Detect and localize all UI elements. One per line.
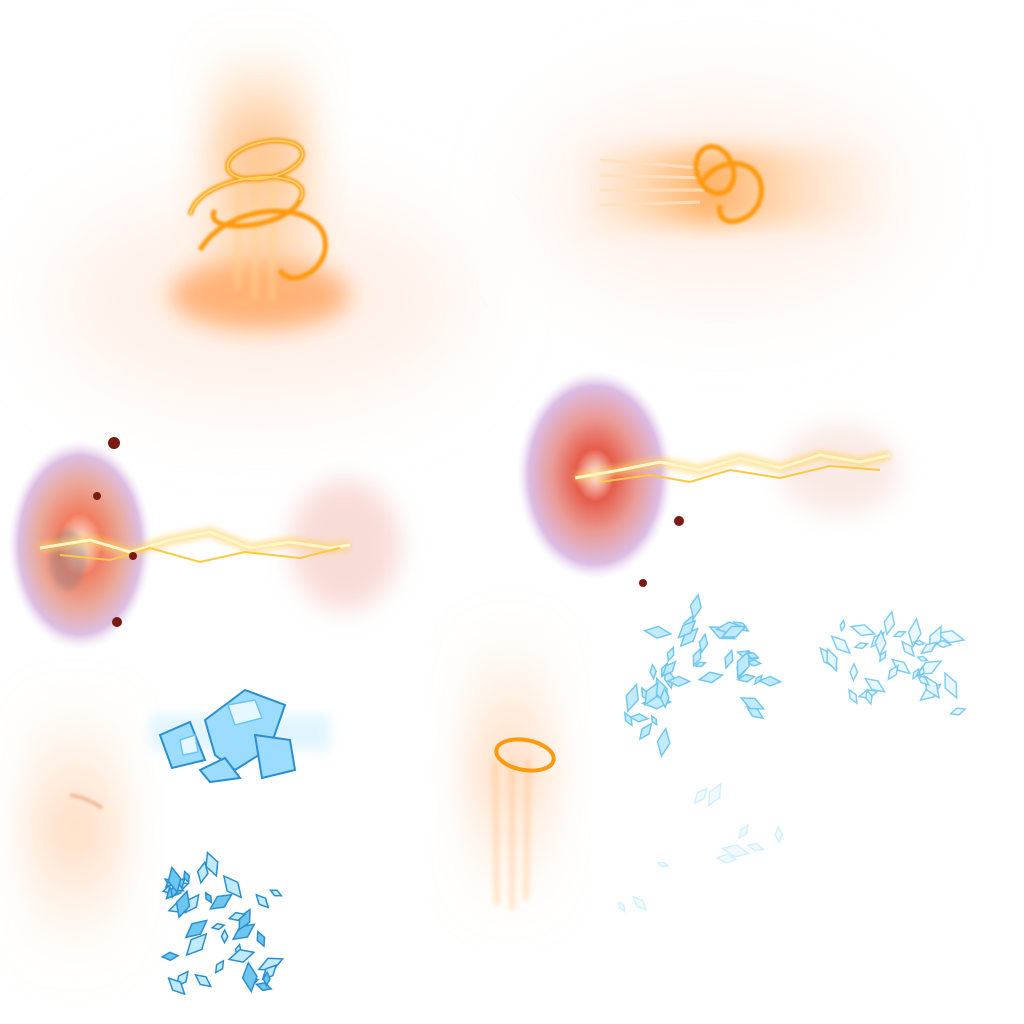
ice-shard-icon xyxy=(736,673,757,683)
ice-shard-icon xyxy=(160,850,285,996)
ice-shard-icon xyxy=(262,970,271,988)
ice-shard-icon xyxy=(638,722,653,741)
fire-dash-icon xyxy=(530,85,910,305)
ice-shard-icon xyxy=(649,662,658,681)
ice-shard-icon xyxy=(624,592,783,758)
ice-shard-icon xyxy=(241,961,258,994)
ice-shard-icon xyxy=(826,647,838,673)
ice-shard-icon xyxy=(757,675,783,687)
ice-shard-icon xyxy=(659,686,670,710)
ice-shard-icon xyxy=(642,625,673,639)
ice-shard-icon xyxy=(196,860,209,885)
ice-shard-icon xyxy=(269,889,283,897)
ice-shard-icon xyxy=(744,652,760,659)
ice-shard-icon xyxy=(944,671,958,700)
ice-shard-icon xyxy=(720,844,751,858)
ice-shard-icon xyxy=(227,911,247,922)
ice-shard-icon xyxy=(915,655,930,662)
ice-shard-icon xyxy=(167,865,182,894)
fire-swirl-icon xyxy=(50,40,470,410)
ice-shard-icon xyxy=(892,630,907,638)
ice-shard-icon xyxy=(724,648,734,670)
lightning-icon xyxy=(517,370,900,587)
ice-shard-icon xyxy=(839,618,846,633)
ice-shard-icon xyxy=(214,959,225,975)
ice-shard-icon xyxy=(160,951,180,962)
ice-shard-icon xyxy=(912,639,927,646)
ice-shard-icon xyxy=(707,782,722,808)
ice-shard-icon xyxy=(644,681,659,707)
ice-shard-icon xyxy=(830,634,852,655)
ice-shard-icon xyxy=(736,649,750,679)
ice-shard-icon xyxy=(919,641,938,655)
ice-shard-icon xyxy=(183,869,191,884)
ice-shard-icon xyxy=(698,632,709,655)
ice-shard-icon xyxy=(194,973,213,988)
ice-shard-icon xyxy=(693,786,709,805)
ice-shard-icon xyxy=(948,707,967,716)
ice-shard-icon xyxy=(887,664,899,681)
ice-shard-icon xyxy=(874,629,887,657)
ice-shard-icon xyxy=(666,645,675,663)
ice-shard-icon xyxy=(849,624,877,637)
ice-shard-icon xyxy=(254,982,273,992)
ice-shard-icon xyxy=(819,610,967,716)
lightning-icon xyxy=(8,437,400,650)
ice-shard-icon xyxy=(204,891,213,904)
ice-shard-icon xyxy=(666,675,692,687)
ice-shard-icon xyxy=(618,900,626,914)
ice-shard-icon xyxy=(738,823,750,840)
ice-shard-icon xyxy=(746,842,765,852)
fire-glow-icon xyxy=(30,690,120,970)
ice-shard-icon xyxy=(774,825,784,845)
ice-shard-icon xyxy=(661,660,677,678)
ice-shard-icon xyxy=(720,625,748,638)
ice-crystal-icon xyxy=(150,688,330,784)
ice-shard-icon xyxy=(677,619,697,639)
ice-shard-icon xyxy=(715,853,739,864)
ice-shard-icon xyxy=(175,889,191,919)
ice-shard-icon xyxy=(693,661,708,668)
ice-shard-icon xyxy=(625,682,639,713)
ice-shard-icon xyxy=(205,850,219,878)
ice-shard-icon xyxy=(167,976,186,996)
ice-shard-icon xyxy=(849,661,859,683)
ice-shard-icon xyxy=(227,948,256,963)
ice-shard-icon xyxy=(697,671,725,684)
ice-shard-icon xyxy=(624,711,633,728)
ice-shard-icon xyxy=(739,697,766,710)
ice-shard-icon xyxy=(222,874,243,899)
ice-shard-icon xyxy=(650,714,658,727)
ice-shard-icon xyxy=(632,895,648,912)
ice-shard-icon xyxy=(900,640,916,658)
ice-shard-icon xyxy=(689,592,702,621)
ice-shard-icon xyxy=(256,930,266,948)
ice-shard-icon xyxy=(878,649,887,663)
ice-shard-icon xyxy=(208,893,233,910)
ice-shard-icon xyxy=(210,922,226,931)
ice-shard-icon xyxy=(679,627,699,648)
ice-shard-icon xyxy=(907,617,922,649)
ice-shard-icon xyxy=(628,713,650,723)
ice-shard-icon xyxy=(863,677,887,693)
ice-shard-icon xyxy=(883,610,896,637)
ice-shard-icon xyxy=(656,861,670,868)
ice-shard-icon xyxy=(853,641,870,650)
ice-shard-icon xyxy=(220,928,229,945)
ice-shard-icon xyxy=(753,674,763,686)
ice-shard-icon xyxy=(255,893,270,909)
ice-shard-icon xyxy=(848,688,858,705)
ice-shard-icon xyxy=(918,664,925,679)
ice-shard-icon xyxy=(864,688,873,706)
ice-shard-icon xyxy=(656,726,671,758)
ice-shard-icon xyxy=(185,932,208,957)
ice-shard-icon xyxy=(692,647,702,667)
ice-shard-icon xyxy=(184,919,209,939)
ice-shard-icon xyxy=(618,782,784,914)
fire-ring-icon xyxy=(470,620,556,920)
